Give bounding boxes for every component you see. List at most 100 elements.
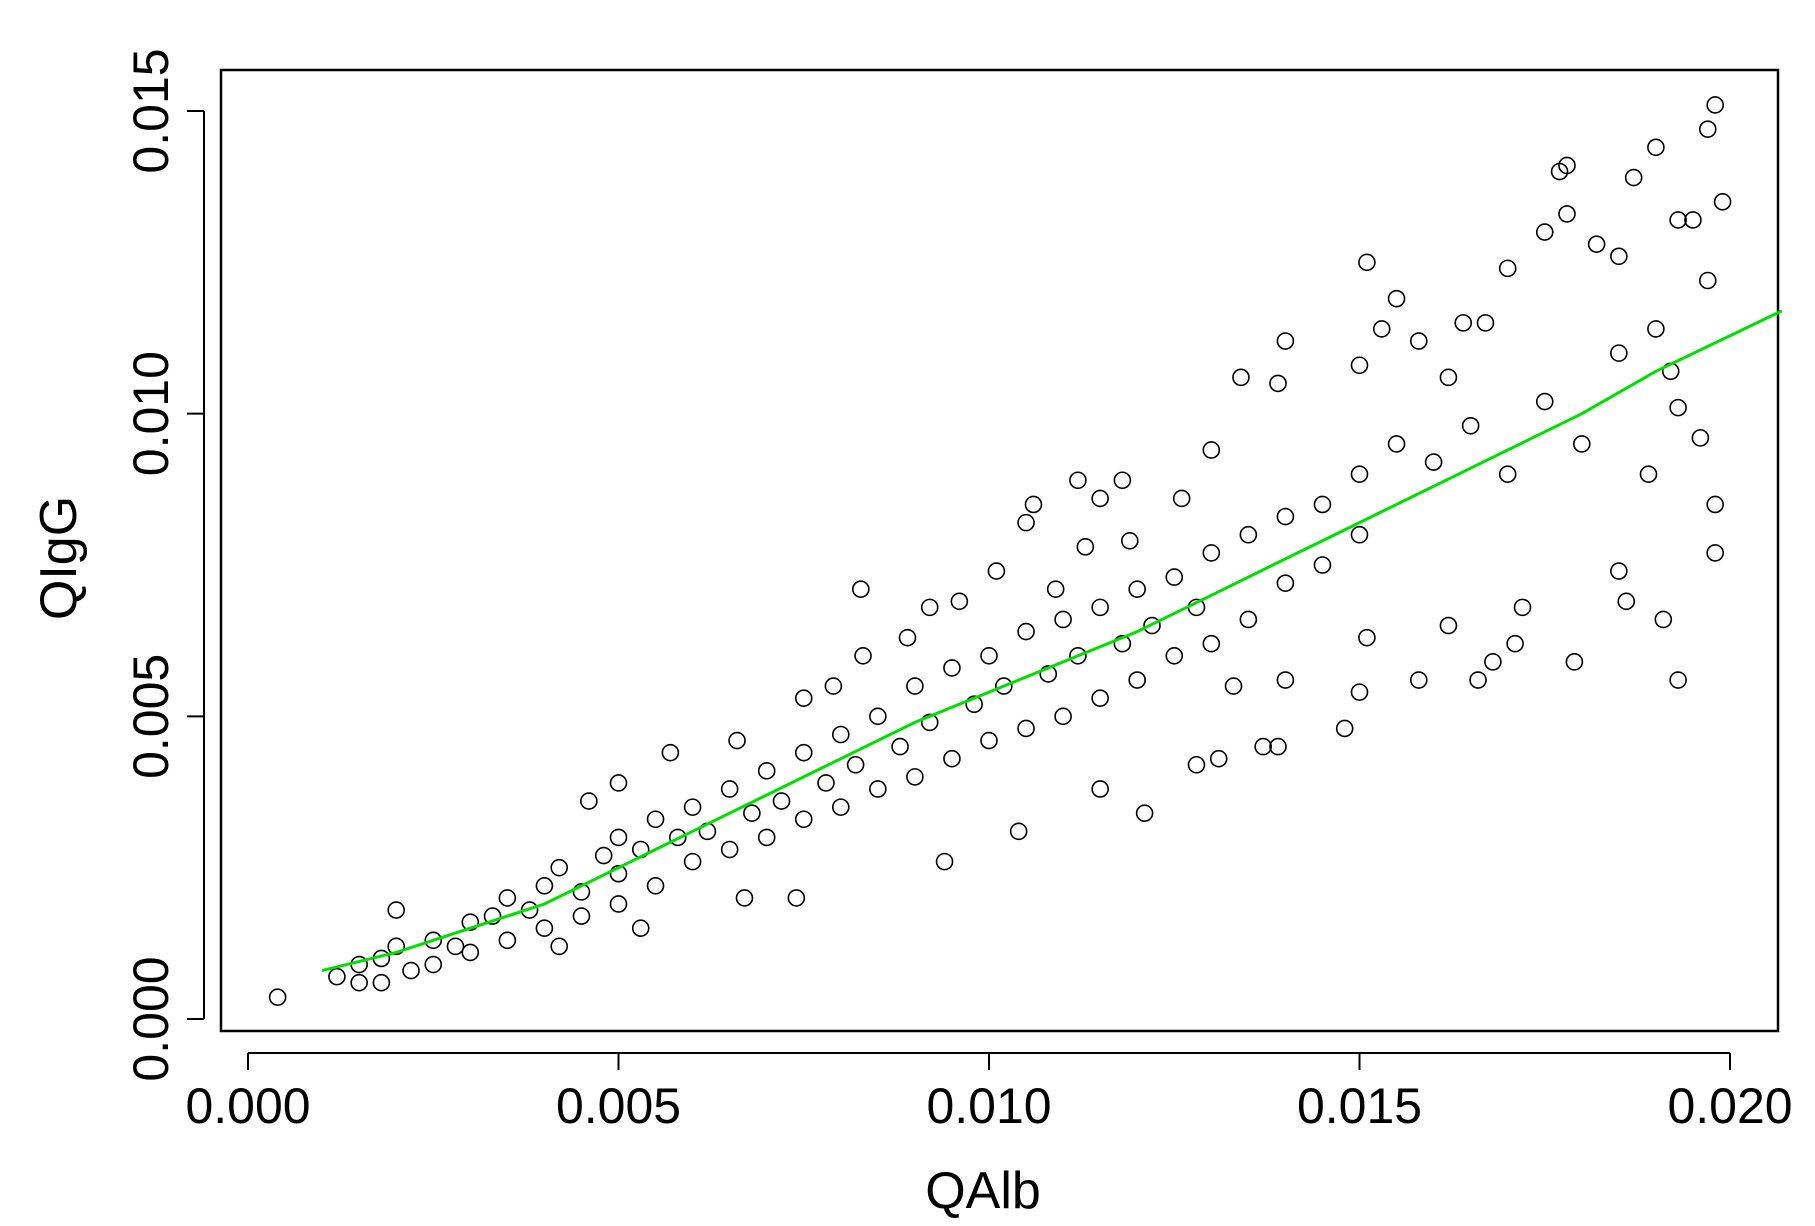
data-point — [1254, 737, 1272, 756]
data-point — [328, 967, 346, 986]
data-point — [1647, 320, 1665, 338]
data-point — [668, 828, 687, 847]
data-point — [683, 798, 702, 816]
data-point — [898, 628, 917, 647]
data-point — [950, 592, 969, 611]
data-point — [995, 677, 1013, 695]
data-point — [1439, 368, 1458, 387]
data-point — [387, 937, 406, 956]
data-point — [1372, 320, 1391, 338]
data-point — [1165, 646, 1184, 665]
data-point — [943, 749, 961, 768]
data-point — [1535, 392, 1554, 411]
data-point — [943, 659, 961, 677]
data-point — [1550, 162, 1569, 181]
data-point — [1017, 513, 1035, 532]
data-point — [1091, 689, 1109, 707]
data-point — [609, 864, 628, 883]
y-tick-label: 0.005 — [123, 654, 179, 779]
data-point — [1506, 634, 1524, 653]
data-point — [1513, 598, 1532, 617]
data-point — [535, 919, 554, 938]
data-point — [1113, 634, 1132, 653]
data-point — [1387, 289, 1406, 308]
data-point — [1239, 610, 1258, 629]
y-axis: 0.000 0.005 0.010 0.015 — [123, 48, 205, 1082]
data-point — [1335, 719, 1354, 738]
data-point — [461, 943, 480, 962]
data-point — [1069, 646, 1087, 665]
data-point — [1187, 755, 1206, 774]
data-point — [1669, 398, 1687, 417]
data-point — [1202, 544, 1221, 562]
data-point — [1358, 628, 1376, 647]
data-point — [446, 937, 465, 956]
data-point — [1202, 634, 1221, 653]
data-point — [1120, 531, 1139, 550]
data-point — [831, 725, 850, 744]
data-point — [1350, 525, 1369, 544]
data-point — [1128, 671, 1146, 689]
data-point — [1224, 677, 1243, 695]
data-point — [683, 852, 702, 871]
data-point — [387, 901, 406, 919]
data-point — [268, 988, 287, 1007]
data-point — [1054, 707, 1072, 726]
data-point — [1387, 435, 1406, 453]
data-point — [1054, 610, 1072, 629]
data-point — [1424, 453, 1443, 471]
data-point — [1024, 495, 1043, 514]
data-point — [965, 695, 983, 714]
data-point — [1017, 622, 1035, 641]
data-point — [1624, 168, 1643, 187]
data-point — [461, 913, 480, 931]
data-point — [743, 804, 761, 822]
data-point — [1669, 671, 1687, 689]
data-point — [1706, 495, 1724, 514]
data-point — [609, 828, 628, 847]
data-point — [572, 883, 591, 901]
data-point — [794, 810, 813, 829]
data-point — [906, 768, 924, 786]
data-point — [1409, 332, 1428, 350]
data-point — [1202, 441, 1221, 459]
data-point — [1698, 271, 1717, 290]
data-point — [794, 743, 813, 762]
data-point — [1498, 259, 1517, 278]
data-point — [372, 973, 391, 992]
data-point — [1039, 665, 1058, 683]
data-point — [1313, 495, 1332, 514]
x-tick-label: 0.000 — [185, 1078, 310, 1134]
data-point — [1698, 120, 1717, 138]
data-point — [1232, 368, 1250, 387]
x-axis-label: QAlb — [925, 1162, 1041, 1220]
data-point — [720, 780, 739, 798]
data-point — [1565, 653, 1584, 671]
data-point — [1172, 489, 1191, 508]
data-point — [1476, 314, 1495, 332]
data-point — [1350, 683, 1369, 701]
data-point — [817, 774, 835, 792]
data-point — [869, 780, 887, 798]
data-point — [1091, 489, 1109, 508]
data-point — [1091, 598, 1109, 617]
data-point — [1587, 235, 1606, 253]
data-point — [1654, 610, 1673, 629]
data-point — [631, 919, 650, 938]
y-tick-label: 0.000 — [123, 956, 179, 1081]
x-tick-label: 0.005 — [556, 1078, 681, 1134]
data-point — [1269, 737, 1287, 756]
data-point — [794, 689, 813, 707]
data-point — [1535, 223, 1554, 241]
data-point — [1610, 247, 1628, 266]
data-point — [1209, 749, 1228, 768]
data-point — [1143, 616, 1161, 635]
data-point — [728, 731, 746, 750]
y-tick-label: 0.015 — [123, 48, 179, 173]
data-point — [609, 774, 628, 792]
data-point — [987, 562, 1006, 580]
data-points — [268, 96, 1732, 1007]
data-point — [1484, 653, 1502, 671]
data-point — [424, 931, 443, 950]
data-point — [891, 737, 909, 756]
